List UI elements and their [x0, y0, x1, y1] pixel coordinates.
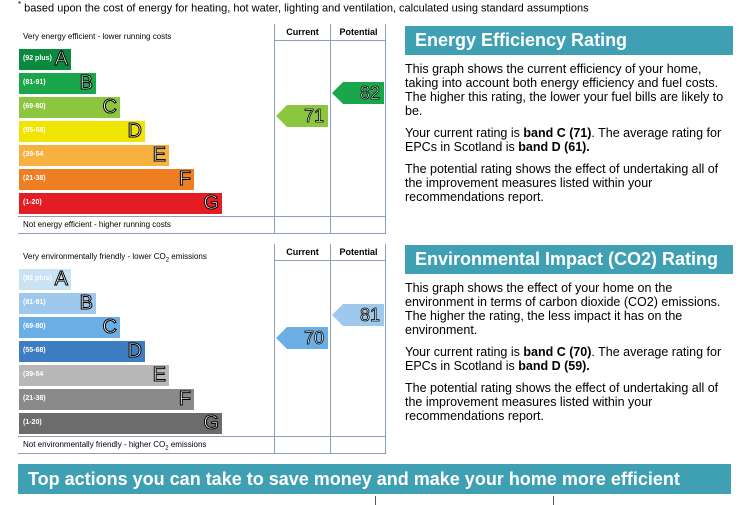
top-scale-label: Very environmentally friendly - lower CO…	[23, 252, 207, 264]
band-letter: F	[178, 388, 191, 411]
band-letter: C	[102, 96, 117, 119]
top-actions-banner: Top actions you can take to save money a…	[18, 464, 731, 494]
energy-band-f: (21-38) F	[19, 168, 194, 191]
bottom-scale-label: Not environmentally friendly - higher CO…	[23, 440, 207, 452]
table-divider	[375, 496, 376, 505]
band-range-label: (92 plus)	[23, 275, 52, 282]
band-letter: A	[54, 48, 68, 71]
co2-band-c: (69-80) C	[19, 316, 120, 339]
band-letter: D	[127, 120, 142, 143]
band-letter: E	[152, 144, 166, 167]
band-letter: G	[203, 412, 220, 435]
band-letter: F	[178, 168, 191, 191]
energy-band-b: (81-91) B	[19, 72, 96, 95]
band-range-label: (81-91)	[23, 299, 46, 306]
environmental-impact-chart: Current Potential Very environmentally f…	[18, 244, 386, 454]
energy-panel-title: Energy Efficiency Rating	[405, 26, 733, 55]
energy-panel-text: This graph shows the current efficiency …	[405, 62, 724, 204]
footnote: * based upon the cost of energy for heat…	[18, 0, 589, 15]
co2-band-e: (39-54 E	[19, 364, 169, 387]
potential-rating-value: 82	[359, 83, 381, 104]
co2-band-b: (81-91) B	[19, 292, 96, 315]
band-range-label: (1-20)	[23, 419, 42, 426]
band-range-label: (92 plus)	[23, 55, 52, 62]
co2-panel-title: Environmental Impact (CO2) Rating	[405, 245, 733, 274]
band-letter: D	[127, 340, 142, 363]
current-rating-arrow: 70	[276, 327, 328, 349]
energy-band-d: (55-68) D	[19, 120, 145, 143]
band-range-label: (39-54	[23, 151, 44, 158]
top-scale-label: Very energy efficient - lower running co…	[23, 32, 172, 41]
co2-band-a: (92 plus) A	[19, 268, 71, 291]
energy-band-g: (1-20) G	[19, 192, 222, 215]
band-letter: A	[54, 268, 68, 291]
band-range-label: (55-68)	[23, 347, 46, 354]
energy-band-e: (39-54 E	[19, 144, 169, 167]
current-column-header: Current	[286, 247, 319, 257]
band-range-label: (81-91)	[23, 79, 46, 86]
potential-column-header: Potential	[339, 27, 378, 37]
band-range-label: (21-38)	[23, 395, 46, 402]
energy-band-c: (69-80) C	[19, 96, 120, 119]
environmental-impact-panel: Environmental Impact (CO2) Rating This g…	[405, 245, 733, 431]
energy-efficiency-panel: Energy Efficiency Rating This graph show…	[405, 26, 733, 212]
band-range-label: (1-20)	[23, 199, 42, 206]
current-rating-arrow: 71	[276, 105, 328, 127]
band-letter: C	[102, 316, 117, 339]
co2-band-g: (1-20) G	[19, 412, 222, 435]
band-range-label: (39-54	[23, 371, 44, 378]
band-range-label: (55-68)	[23, 127, 46, 134]
current-rating-value: 70	[303, 328, 325, 349]
band-letter: B	[79, 292, 93, 315]
energy-band-a: (92 plus) A	[19, 48, 71, 71]
current-column-header: Current	[286, 27, 319, 37]
potential-column-header: Potential	[339, 247, 378, 257]
band-range-label: (69-80)	[23, 323, 46, 330]
band-range-label: (69-80)	[23, 103, 46, 110]
current-rating-value: 71	[303, 106, 325, 127]
co2-band-d: (55-68) D	[19, 340, 145, 363]
energy-efficiency-chart: Current Potential Very energy efficient …	[18, 24, 386, 234]
band-range-label: (21-38)	[23, 175, 46, 182]
potential-rating-value: 81	[359, 305, 381, 326]
table-divider	[553, 496, 554, 505]
co2-band-f: (21-38) F	[19, 388, 194, 411]
co2-panel-text: This graph shows the effect of your home…	[405, 281, 722, 423]
potential-rating-arrow: 81	[332, 304, 384, 326]
band-letter: B	[79, 72, 93, 95]
band-letter: E	[152, 364, 166, 387]
potential-rating-arrow: 82	[332, 82, 384, 104]
bottom-scale-label: Not energy efficient - higher running co…	[23, 220, 171, 229]
band-letter: G	[203, 192, 220, 215]
